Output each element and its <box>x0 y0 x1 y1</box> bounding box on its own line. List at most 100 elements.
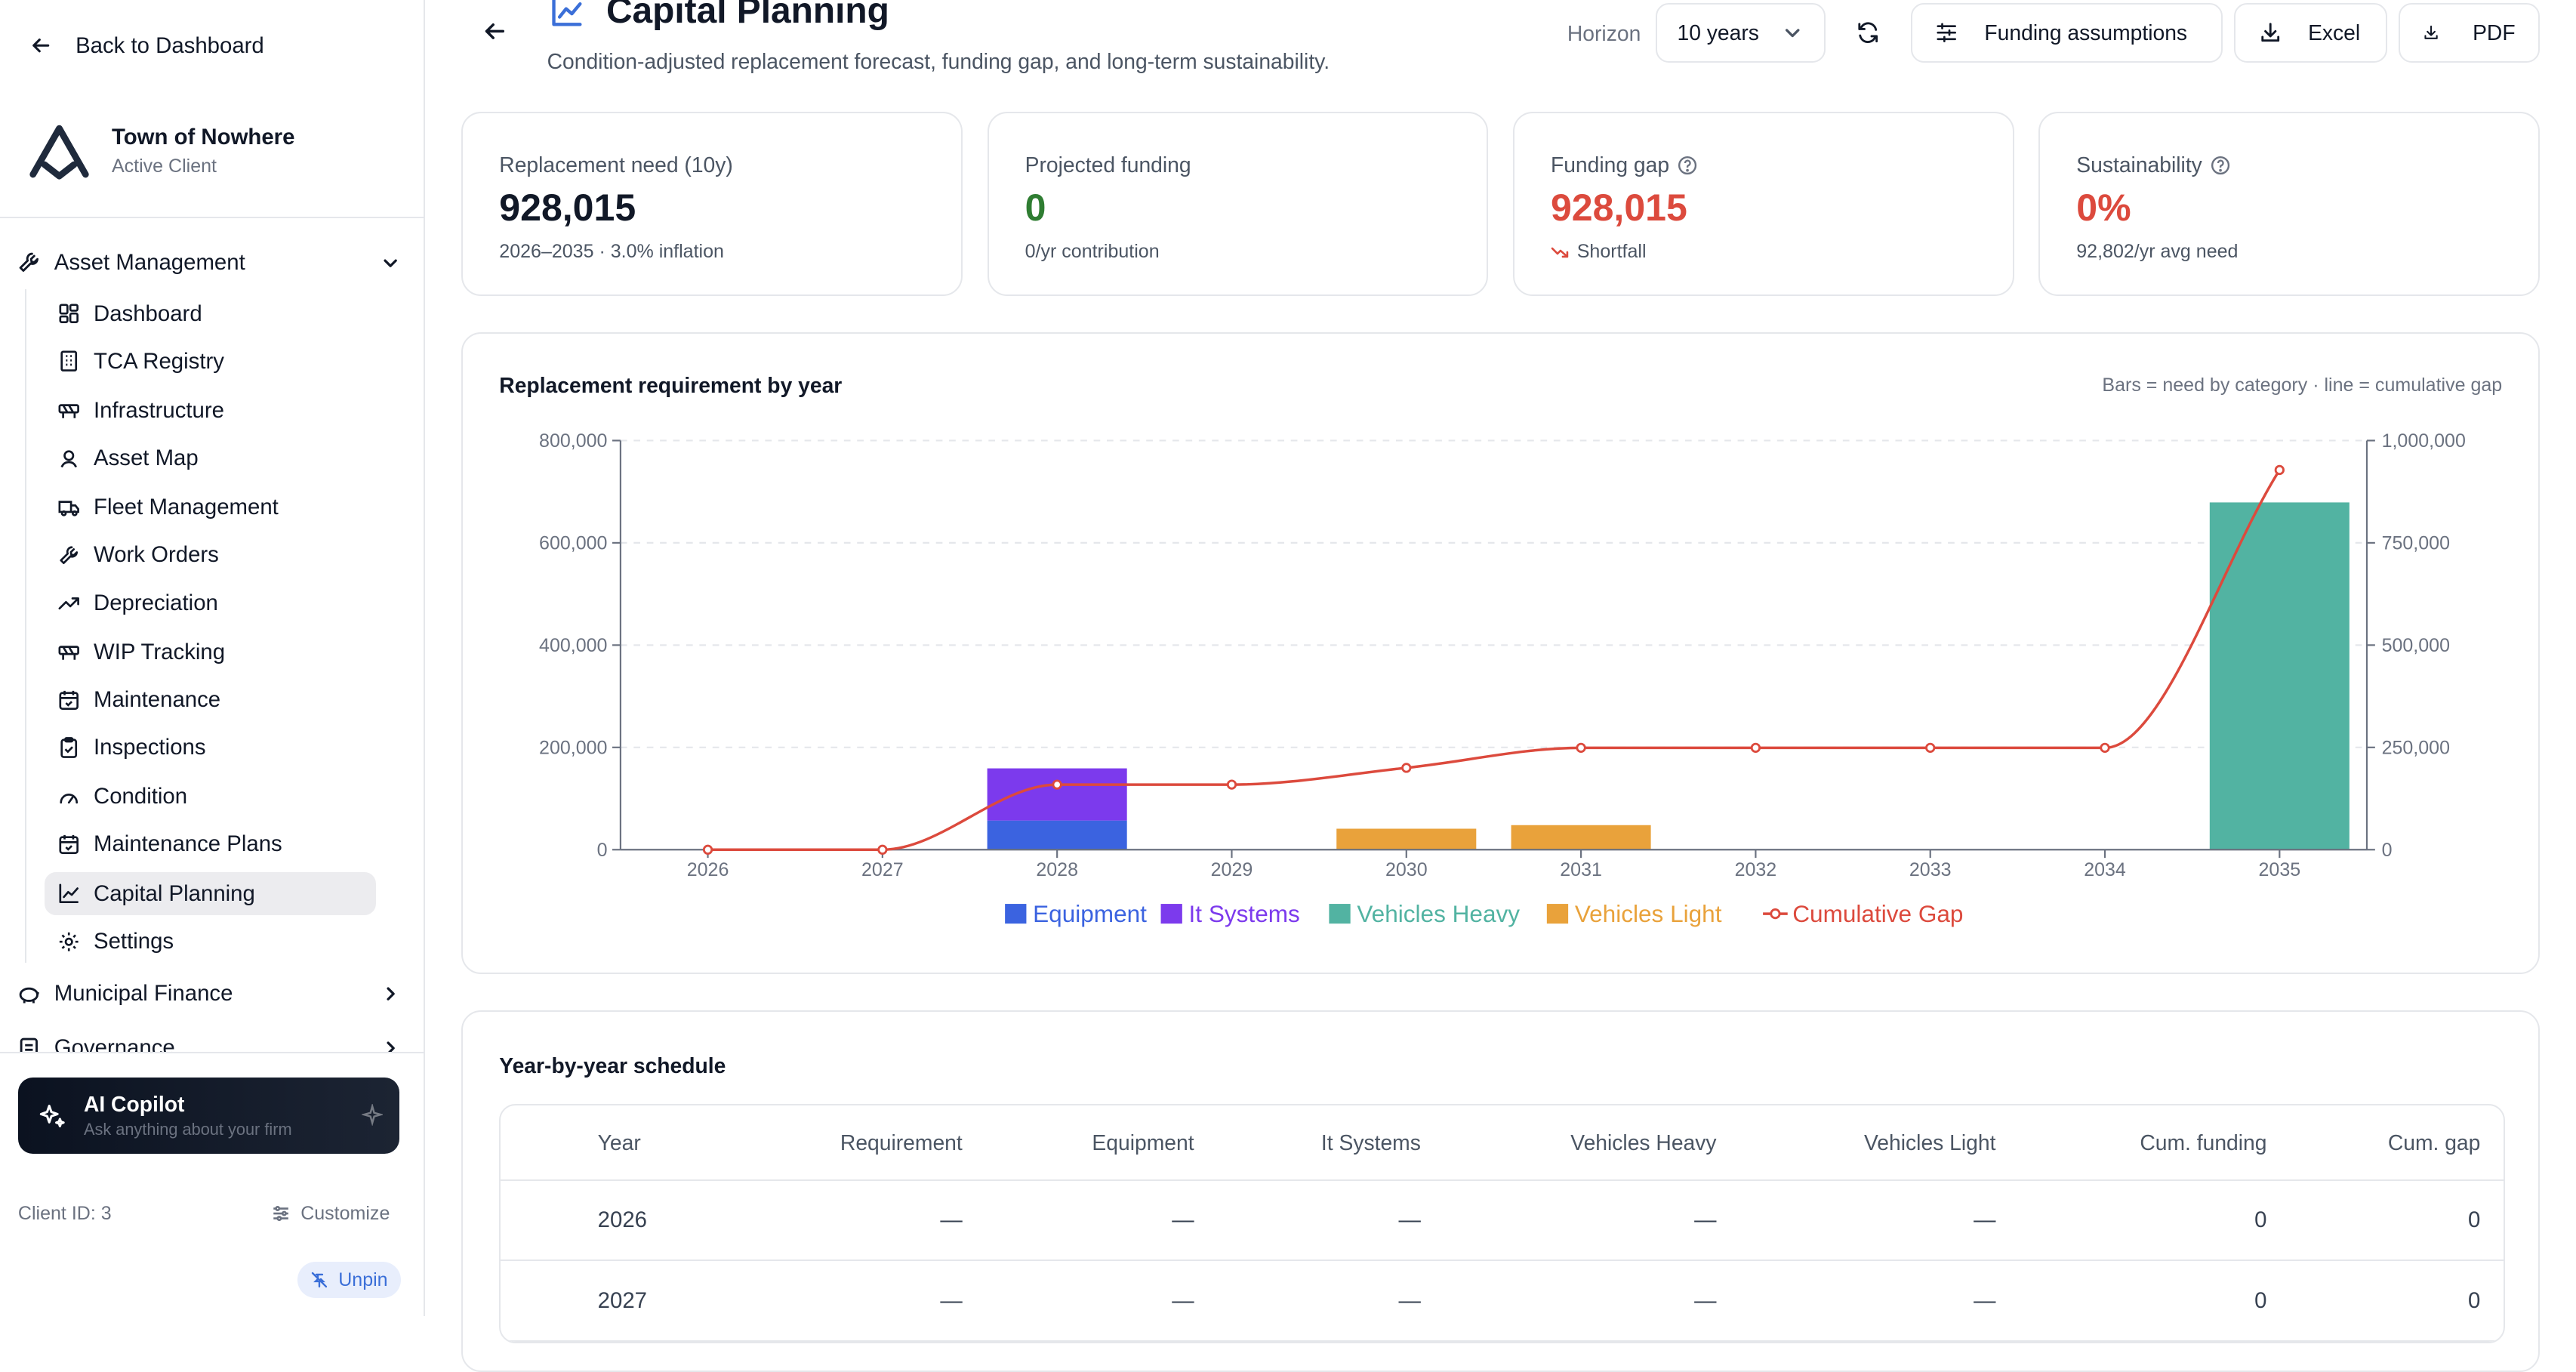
sidebar-item-label: Infrastructure <box>94 397 224 423</box>
customize-button[interactable]: Customize <box>271 1203 390 1225</box>
table-row[interactable]: 2026 — — — — — 0 0 <box>501 1181 2504 1262</box>
sidebar-item-dashboard[interactable]: Dashboard <box>45 292 377 335</box>
client-switcher[interactable]: Town of Nowhere Active Client <box>26 119 294 184</box>
cell-vehicles-heavy: — <box>1694 1207 1717 1233</box>
kpi-label: Sustainability <box>2076 153 2538 177</box>
column-header[interactable]: Requirement <box>840 1130 963 1155</box>
pdf-export-button[interactable]: PDF <box>2398 3 2541 63</box>
x-tick-label: 2027 <box>861 859 904 880</box>
funding-assumptions-button[interactable]: Funding assumptions <box>1910 3 2223 63</box>
divider <box>0 1051 424 1053</box>
client-status: Active Client <box>111 155 217 177</box>
y-tick-label-left: 600,000 <box>539 532 607 553</box>
client-logo <box>29 125 89 180</box>
sidebar-item-label: Maintenance <box>94 686 221 712</box>
sidebar-item-infrastructure[interactable]: Infrastructure <box>45 390 377 433</box>
sidebar-item-wip-tracking[interactable]: WIP Tracking <box>45 631 377 674</box>
kpi-label-text: Replacement need (10y) <box>499 153 733 177</box>
sidebar-item-condition[interactable]: Condition <box>45 775 377 819</box>
chart-note: Bars = need by category · line = cumulat… <box>2102 374 2503 396</box>
unpin-sidebar-button[interactable]: Unpin <box>297 1262 401 1299</box>
excel-export-button[interactable]: Excel <box>2234 3 2387 63</box>
table-row[interactable]: 2027 — — — — — 0 0 <box>501 1261 2504 1342</box>
cumulative-gap-point <box>1576 742 1587 753</box>
sidebar-item-inspections[interactable]: Inspections <box>45 726 377 769</box>
sidebar-item-asset-map[interactable]: Asset Map <box>45 437 377 480</box>
chevron-down-icon <box>384 259 397 267</box>
legend-label: Cumulative Gap <box>1793 900 1964 927</box>
sidebar-item-maintenance-plans[interactable]: Maintenance Plans <box>45 823 377 866</box>
sidebar-item-label: TCA Registry <box>94 348 224 374</box>
y-tick-label-right: 500,000 <box>2382 635 2450 656</box>
copilot-subtitle: Ask anything about your firm <box>83 1120 292 1139</box>
bar <box>1336 828 1477 849</box>
nav-group-asset-management[interactable]: Asset Management <box>17 250 401 276</box>
ai-copilot-button[interactable]: AI Copilot Ask anything about your firm <box>17 1078 399 1154</box>
column-header[interactable]: Vehicles Light <box>1864 1130 1996 1155</box>
refresh-button[interactable] <box>1841 3 1894 63</box>
column-header[interactable]: Vehicles Heavy <box>1570 1130 1717 1155</box>
wrench-icon <box>19 253 39 273</box>
map-pin-icon <box>60 450 78 468</box>
sidebar-item-depreciation[interactable]: Depreciation <box>45 581 377 624</box>
replacement-chart-card: Replacement requirement by year Bars = n… <box>461 331 2541 975</box>
column-header[interactable]: Cum. funding <box>2140 1130 2267 1155</box>
legend-swatch <box>1770 908 1781 919</box>
cumulative-gap-point <box>2275 464 2285 475</box>
help-circle-icon[interactable] <box>1678 156 1697 175</box>
nav-group-municipal-finance[interactable]: Municipal Finance <box>17 981 401 1007</box>
sidebar: Back to Dashboard Town of Nowhere Active… <box>0 0 426 1316</box>
kpi-note: Shortfall <box>1551 241 2013 263</box>
calendar-icon <box>59 690 79 710</box>
sidebar-nav: Asset Management Dashboard TCA Registry … <box>0 197 424 1052</box>
column-header[interactable]: Cum. gap <box>2387 1130 2481 1155</box>
x-tick-label: 2026 <box>687 859 729 880</box>
sidebar-item-fleet-management[interactable]: Fleet Management <box>45 486 377 529</box>
sliders-icon <box>273 1206 288 1222</box>
cell-equipment: — <box>1172 1287 1194 1313</box>
sidebar-item-work-orders[interactable]: Work Orders <box>45 534 377 577</box>
x-tick-label: 2031 <box>1561 859 1603 880</box>
gauge-icon <box>60 794 79 804</box>
kpi-label: Replacement need (10y) <box>499 153 961 177</box>
y-tick-label-right: 250,000 <box>2382 737 2450 758</box>
kpi-label-text: Sustainability <box>2076 153 2202 177</box>
horizon-label: Horizon <box>1567 21 1641 46</box>
chart-line-icon <box>552 0 582 26</box>
refresh-icon <box>1858 22 1878 44</box>
horizon-select[interactable]: 10 years <box>1656 3 1826 63</box>
cell-cum-gap: 0 <box>2468 1207 2481 1233</box>
cell-cum-gap: 0 <box>2468 1287 2481 1313</box>
help-circle-icon[interactable] <box>2211 156 2230 175</box>
cell-year: 2026 <box>597 1207 647 1233</box>
sidebar-item-maintenance[interactable]: Maintenance <box>45 679 377 722</box>
sidebar-item-capital-planning[interactable]: Capital Planning <box>44 872 377 915</box>
x-tick-label: 2032 <box>1735 859 1777 880</box>
unpin-label: Unpin <box>338 1269 388 1290</box>
legend-label: Vehicles Heavy <box>1357 900 1521 927</box>
sidebar-item-tca-registry[interactable]: TCA Registry <box>45 340 377 383</box>
piggy-bank-icon <box>19 987 39 1004</box>
legend-swatch <box>1329 903 1351 923</box>
kpi-value: 928,015 <box>499 187 636 230</box>
x-tick-label: 2029 <box>1211 859 1253 880</box>
x-tick-label: 2028 <box>1037 859 1079 880</box>
kpi-note: 92,802/yr avg need <box>2076 241 2538 263</box>
kpi-label: Projected funding <box>1025 153 1487 177</box>
column-header[interactable]: Equipment <box>1092 1130 1194 1155</box>
building-icon <box>60 350 78 372</box>
legend-swatch <box>1547 903 1569 923</box>
column-header[interactable]: Year <box>597 1130 641 1155</box>
kpi-card-projected-funding: Projected funding 0 0/yr contribution <box>987 111 1489 296</box>
sidebar-item-label: Fleet Management <box>94 495 279 520</box>
wrench-icon <box>60 546 79 565</box>
download-icon <box>2424 26 2439 40</box>
back-arrow-icon[interactable] <box>482 18 508 45</box>
sidebar-item-settings[interactable]: Settings <box>45 920 377 963</box>
nav-group-governance[interactable]: Governance <box>17 1035 401 1052</box>
back-to-dashboard-link[interactable]: Back to Dashboard <box>29 33 264 59</box>
column-header[interactable]: It Systems <box>1320 1130 1421 1155</box>
cumulative-gap-line <box>707 469 2282 851</box>
kpi-value: 0 <box>1025 187 1046 230</box>
kpi-label: Funding gap <box>1551 153 2013 177</box>
